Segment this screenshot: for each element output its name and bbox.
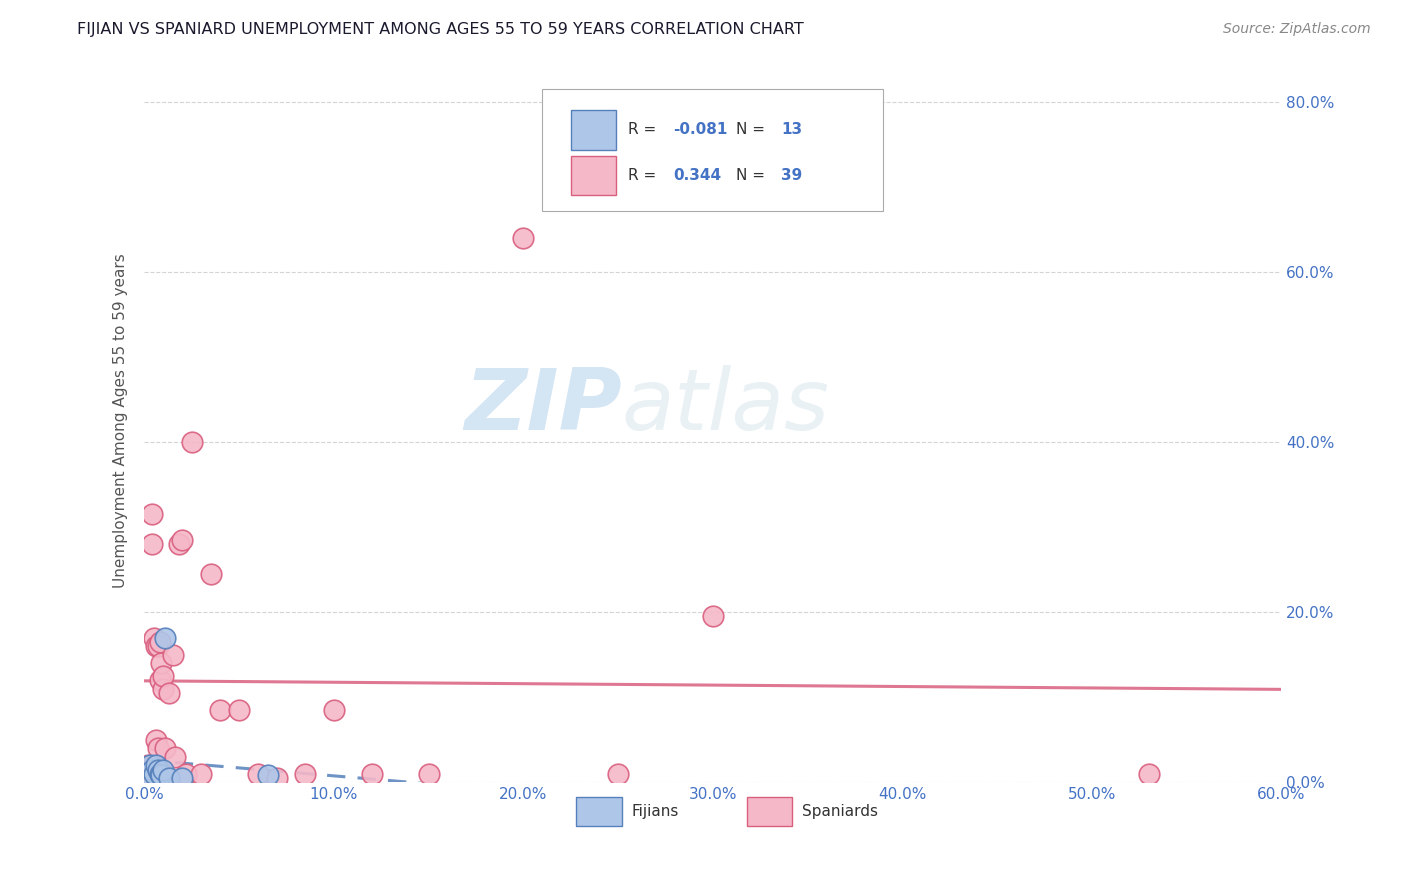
Point <box>209 703 232 717</box>
Point <box>142 631 165 645</box>
Point <box>141 537 163 551</box>
Point <box>155 741 177 756</box>
Point <box>146 741 169 756</box>
Point <box>139 766 162 780</box>
FancyBboxPatch shape <box>576 797 621 826</box>
Text: R =: R = <box>627 168 661 183</box>
Point <box>148 673 170 688</box>
Text: 39: 39 <box>782 168 803 183</box>
Text: atlas: atlas <box>621 365 830 448</box>
Text: Fijians: Fijians <box>631 804 679 819</box>
Text: FIJIAN VS SPANIARD UNEMPLOYMENT AMONG AGES 55 TO 59 YEARS CORRELATION CHART: FIJIAN VS SPANIARD UNEMPLOYMENT AMONG AG… <box>77 22 804 37</box>
Point <box>148 766 170 780</box>
Point <box>136 758 159 772</box>
Point <box>172 533 194 547</box>
Point <box>247 766 270 780</box>
Point <box>145 639 167 653</box>
Point <box>148 635 170 649</box>
Point <box>200 566 222 581</box>
Point <box>142 758 165 772</box>
Point <box>702 609 724 624</box>
Point <box>190 766 212 780</box>
Point <box>141 508 163 522</box>
Point <box>294 766 316 780</box>
Point <box>163 749 186 764</box>
Point <box>141 763 163 777</box>
Text: ZIP: ZIP <box>464 365 621 448</box>
Point <box>162 648 184 662</box>
Point <box>152 681 174 696</box>
Point <box>1137 766 1160 780</box>
FancyBboxPatch shape <box>543 88 883 211</box>
Point <box>150 657 173 671</box>
Text: N =: N = <box>735 122 769 137</box>
Point <box>139 758 162 772</box>
Point <box>180 435 202 450</box>
Text: Spaniards: Spaniards <box>801 804 877 819</box>
Point <box>228 703 250 717</box>
Point <box>266 771 288 785</box>
Point <box>167 537 190 551</box>
Y-axis label: Unemployment Among Ages 55 to 59 years: Unemployment Among Ages 55 to 59 years <box>114 253 128 589</box>
Point <box>135 766 157 780</box>
Point <box>322 703 344 717</box>
Text: R =: R = <box>627 122 661 137</box>
Text: Source: ZipAtlas.com: Source: ZipAtlas.com <box>1223 22 1371 37</box>
Point <box>135 763 157 777</box>
Point <box>512 231 534 245</box>
Point <box>157 771 180 785</box>
Point <box>607 766 630 780</box>
Point <box>157 686 180 700</box>
Text: N =: N = <box>735 168 769 183</box>
Point <box>156 771 179 785</box>
FancyBboxPatch shape <box>571 156 616 195</box>
Point <box>150 768 173 782</box>
Point <box>146 763 169 777</box>
FancyBboxPatch shape <box>571 111 616 150</box>
Point <box>142 766 165 780</box>
Point <box>145 758 167 772</box>
Point <box>152 669 174 683</box>
Point <box>155 631 177 645</box>
FancyBboxPatch shape <box>747 797 793 826</box>
Text: -0.081: -0.081 <box>673 122 727 137</box>
Point <box>172 771 194 785</box>
Point <box>174 766 197 780</box>
Point <box>145 732 167 747</box>
Point <box>360 766 382 780</box>
Point <box>418 766 440 780</box>
Text: 13: 13 <box>782 122 803 137</box>
Text: 0.344: 0.344 <box>673 168 721 183</box>
Point <box>256 768 278 782</box>
Point <box>152 763 174 777</box>
Point <box>146 639 169 653</box>
